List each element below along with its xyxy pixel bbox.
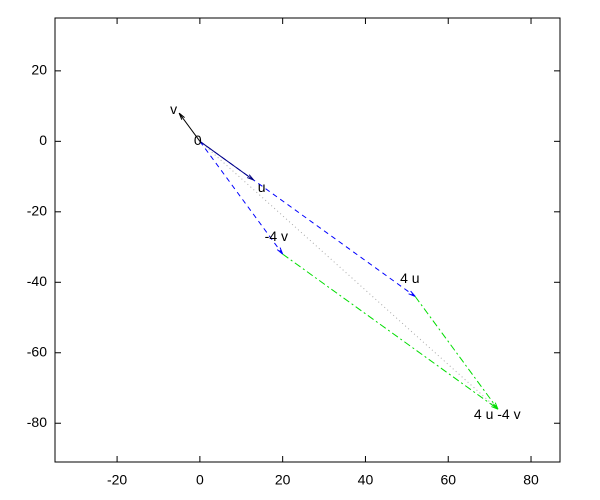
y-tick-label: -60 <box>27 343 47 359</box>
y-tick-label: -80 <box>27 414 47 430</box>
point-label: 4 u -4 v <box>474 406 521 422</box>
x-tick-label: -20 <box>107 472 127 488</box>
arrow-head <box>492 402 499 410</box>
y-tick-label: 20 <box>31 62 47 78</box>
y-tick-label: -20 <box>27 203 47 219</box>
vector <box>178 112 201 142</box>
point-label: v <box>170 101 177 117</box>
x-tick-label: 0 <box>196 472 204 488</box>
vector <box>199 140 499 410</box>
x-tick-label: 40 <box>358 472 374 488</box>
point-label: 4 u <box>400 270 419 286</box>
x-tick-label: 20 <box>275 472 291 488</box>
x-tick-label: 80 <box>523 472 539 488</box>
plot-frame <box>54 17 561 463</box>
point-label: 0 <box>194 132 202 148</box>
point-label: u <box>258 179 266 195</box>
point-label: -4 v <box>265 228 288 244</box>
vector <box>414 296 499 410</box>
arrow-head <box>276 247 284 255</box>
y-tick-label: -40 <box>27 273 47 289</box>
arrow-head <box>178 112 185 120</box>
y-tick-label: 0 <box>39 132 47 148</box>
vector <box>199 140 254 181</box>
arrow-head <box>246 174 255 181</box>
x-tick-label: 60 <box>440 472 456 488</box>
vector <box>282 253 499 410</box>
